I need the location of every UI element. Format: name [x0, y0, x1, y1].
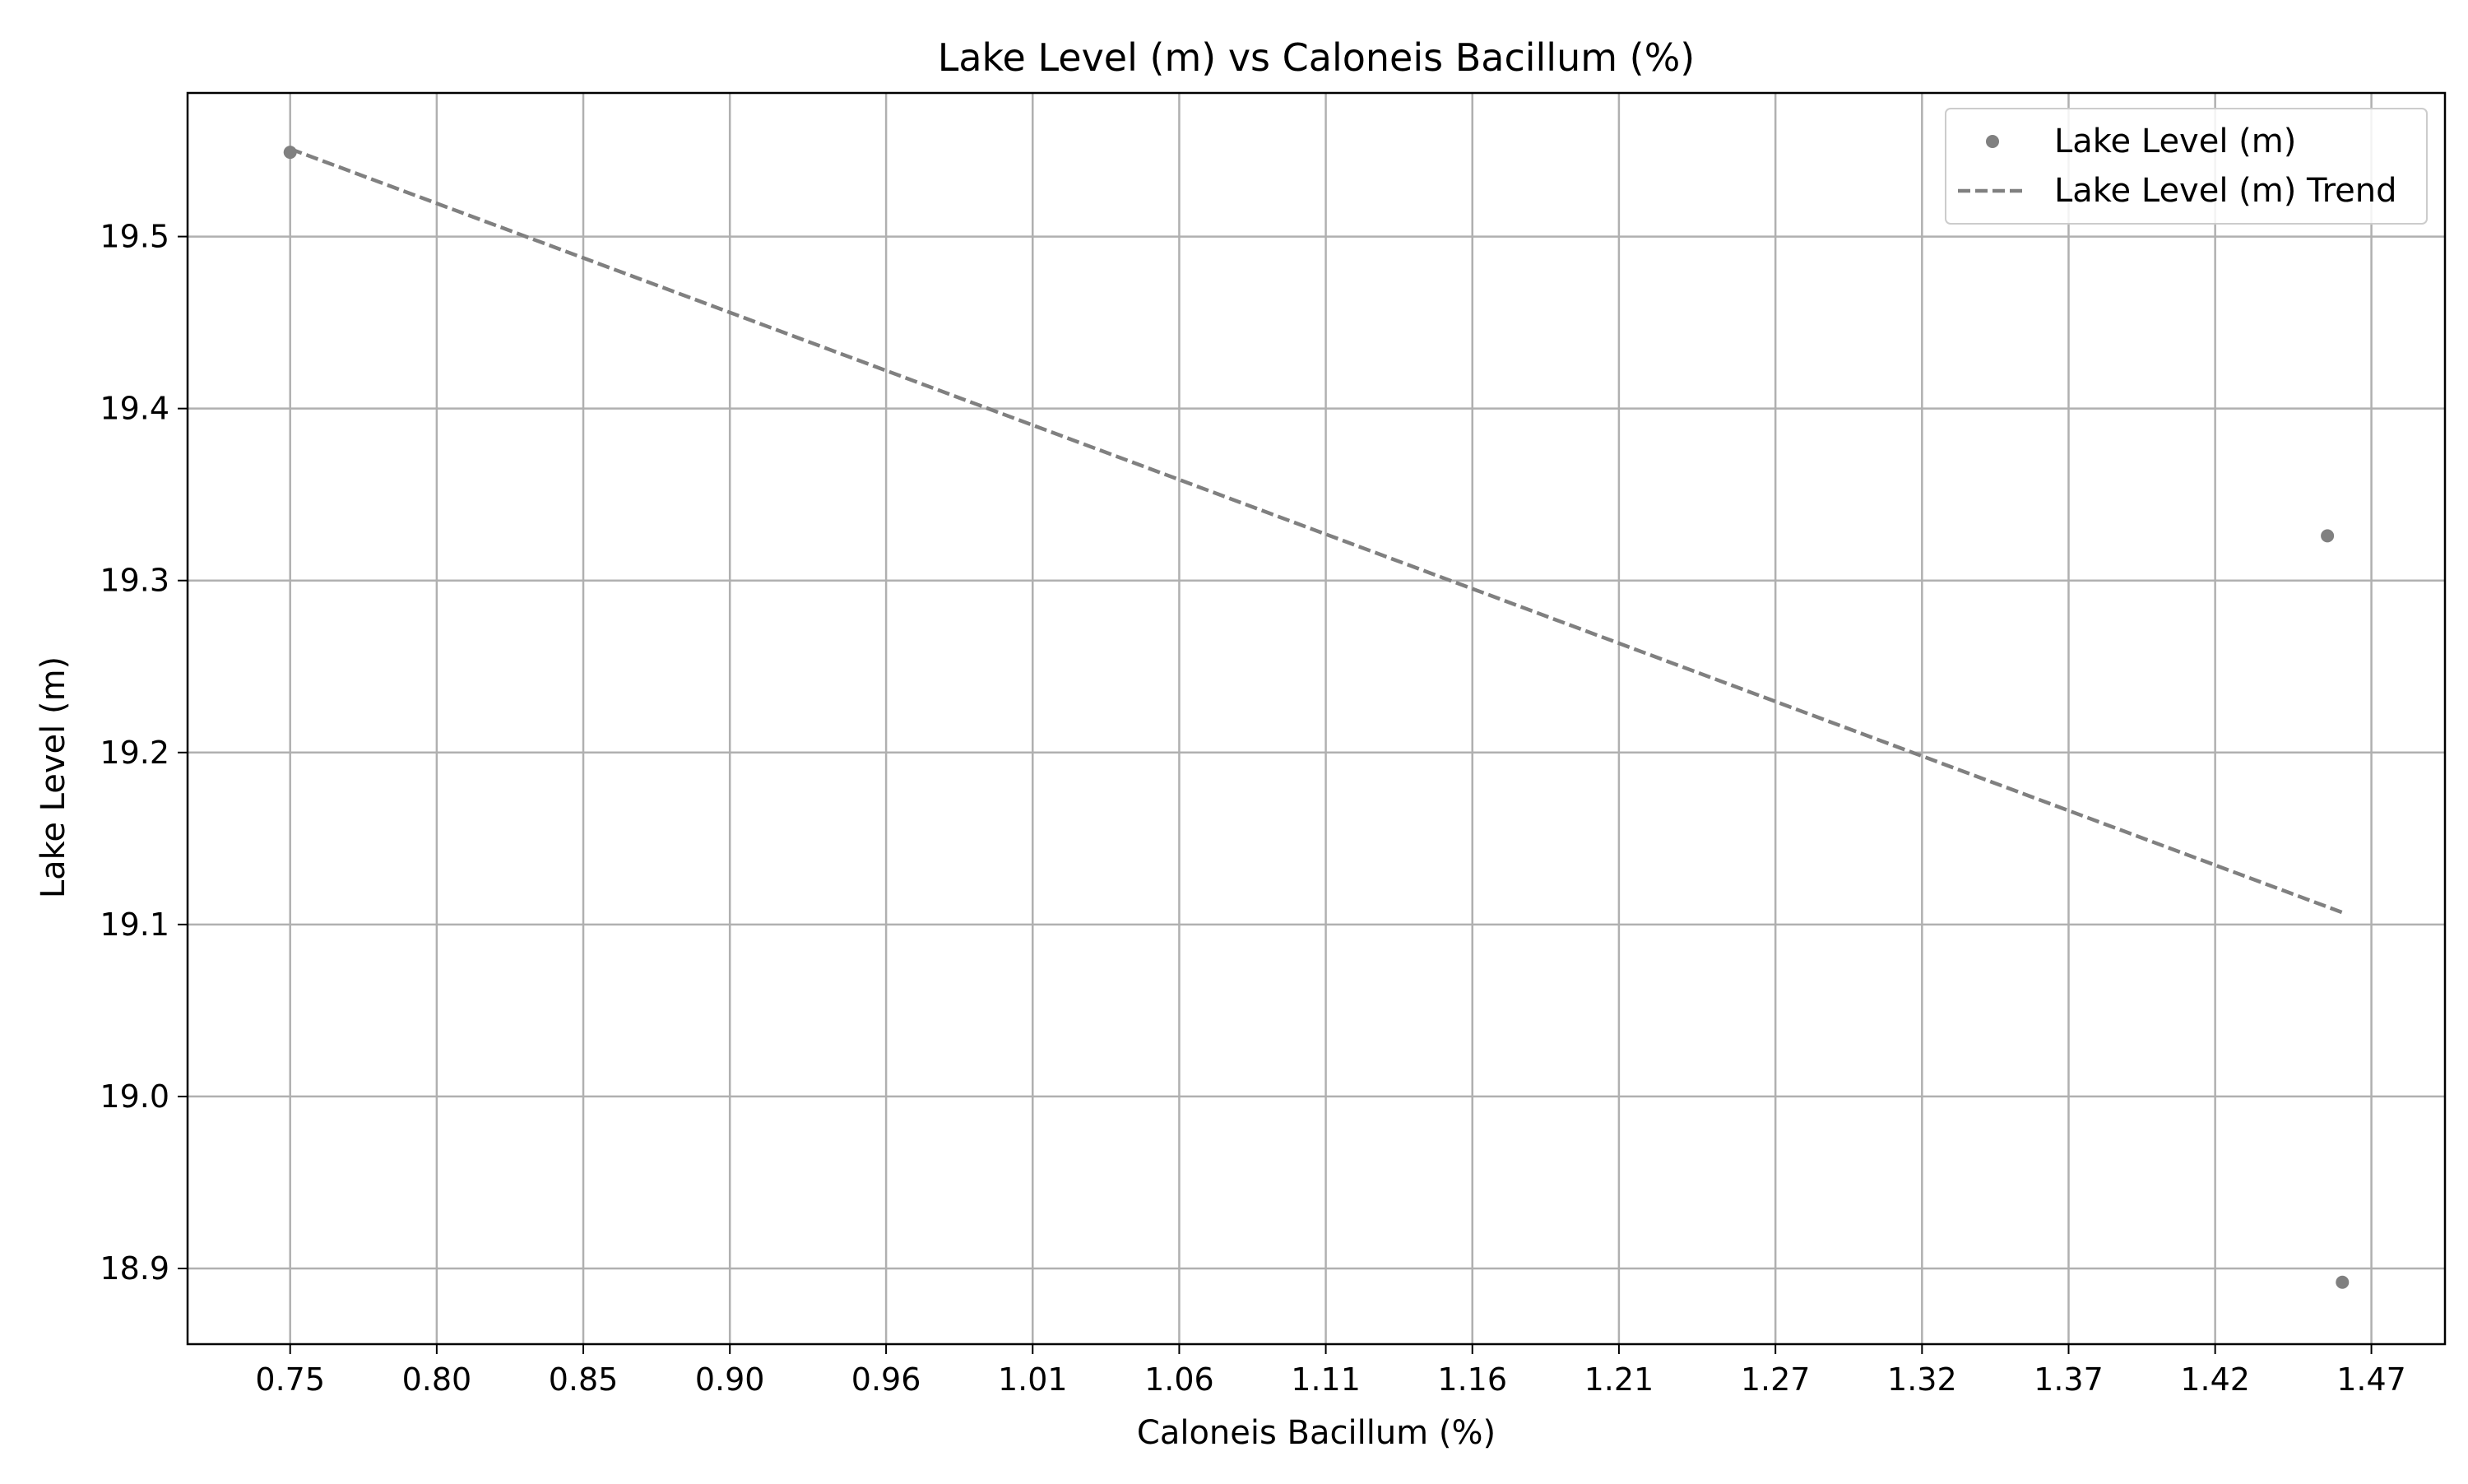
plot-area-frame: [186, 91, 2447, 1346]
x-tick-label: 1.21: [1584, 1361, 1654, 1398]
x-tick-label: 1.01: [998, 1361, 1068, 1398]
y-tick-label: 18.9: [100, 1250, 169, 1287]
legend-box: [1945, 108, 2428, 225]
scatter-point: [2336, 1275, 2350, 1289]
x-tick-label: 0.85: [549, 1361, 619, 1398]
x-tick-label: 1.32: [1887, 1361, 1957, 1398]
x-tick-label: 1.11: [1291, 1361, 1361, 1398]
y-axis-ticks: 18.9 19.0 19.1 19.2 19.3 19.4 19.5: [100, 219, 188, 1287]
scatter-point: [283, 146, 297, 160]
x-tick-label: 1.37: [2034, 1361, 2104, 1398]
y-tick-label: 19.4: [100, 391, 169, 427]
grid: [188, 93, 2445, 1344]
x-tick-label: 1.16: [1437, 1361, 1507, 1398]
y-tick-label: 19.5: [100, 219, 169, 255]
legend: Lake Level (m) Lake Level (m) Trend: [1945, 108, 2428, 225]
y-tick-label: 19.1: [100, 907, 169, 943]
x-axis-label: Caloneis Bacillum (%): [1137, 1414, 1496, 1452]
legend-label-trend: Lake Level (m) Trend: [2054, 172, 2397, 210]
x-tick-label: 1.42: [2180, 1361, 2250, 1398]
x-tick-label: 1.06: [1144, 1361, 1214, 1398]
y-tick-label: 19.0: [100, 1078, 169, 1115]
y-axis-label: Lake Level (m): [35, 656, 72, 898]
x-tick-label: 0.96: [851, 1361, 921, 1398]
x-tick-label: 0.75: [255, 1361, 325, 1398]
series: [283, 146, 2350, 1289]
x-tick-label: 0.80: [402, 1361, 472, 1398]
x-axis-ticks: 0.75 0.80 0.85 0.90 0.96 1.01 1.06 1.11 1.16 1.21…: [255, 1344, 2406, 1398]
x-tick-label: 1.27: [1741, 1361, 1811, 1398]
legend-scatter-marker: [1986, 135, 1999, 148]
y-tick-label: 19.2: [100, 735, 169, 771]
x-tick-label: 0.90: [695, 1361, 765, 1398]
scatter-point: [2321, 529, 2335, 543]
chart-title: Lake Level (m) vs Caloneis Bacillum (%): [938, 35, 1696, 80]
trend-line: [289, 146, 2344, 915]
legend-label-scatter: Lake Level (m): [2054, 123, 2296, 160]
x-tick-label: 1.47: [2336, 1361, 2406, 1398]
y-tick-label: 19.3: [100, 563, 169, 599]
